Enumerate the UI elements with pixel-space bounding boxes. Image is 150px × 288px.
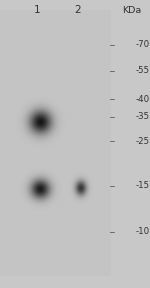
Text: -40: -40 <box>136 95 150 104</box>
Text: -55: -55 <box>136 66 150 75</box>
Text: -15: -15 <box>136 181 150 190</box>
Bar <box>0 10 111 276</box>
Text: 1: 1 <box>34 5 41 15</box>
Text: -35: -35 <box>136 112 150 121</box>
Text: KDa: KDa <box>122 5 142 15</box>
Text: -25: -25 <box>136 137 150 146</box>
Text: 2: 2 <box>75 5 81 15</box>
Text: -70: -70 <box>136 40 150 49</box>
Text: -10: -10 <box>136 227 150 236</box>
